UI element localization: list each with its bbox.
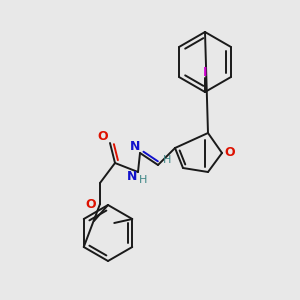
Text: O: O xyxy=(86,199,96,212)
Text: O: O xyxy=(225,146,235,160)
Text: N: N xyxy=(130,140,140,154)
Text: O: O xyxy=(98,130,108,143)
Text: I: I xyxy=(203,65,207,79)
Text: H: H xyxy=(163,155,171,165)
Text: H: H xyxy=(139,175,147,185)
Text: N: N xyxy=(127,170,137,184)
